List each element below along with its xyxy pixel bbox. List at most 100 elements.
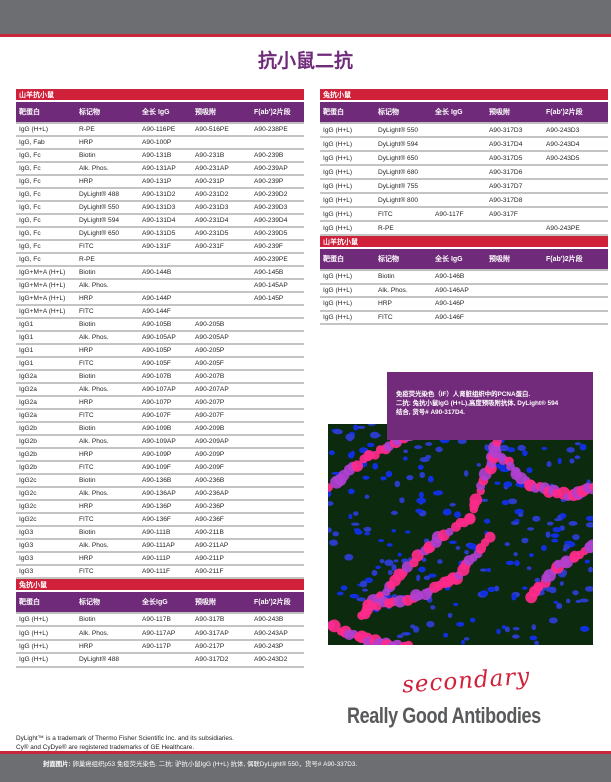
column-header: 全长 IgG	[435, 256, 463, 263]
nucleus-blue	[414, 445, 423, 450]
nucleus-blue	[517, 444, 526, 452]
nucleus-blue	[457, 438, 467, 445]
nucleus-blue	[480, 498, 489, 502]
column-header: F(ab')2片段	[254, 599, 291, 606]
table-cell: A90-111AP	[142, 542, 175, 549]
table-cell: DyLight® 488	[79, 656, 120, 664]
column-header: 靶蛋白	[323, 256, 344, 263]
table-cell: A90-109P	[142, 451, 172, 458]
table-cell: DyLight® 755	[378, 182, 419, 190]
table-cell: A90-243AP	[254, 629, 288, 637]
column-header: 全长 IgG	[142, 109, 170, 116]
table-cell: A90-207AP	[195, 386, 229, 393]
nucleus-blue	[332, 531, 340, 537]
nucleus-blue	[387, 569, 393, 576]
table-cell: A90-211B	[195, 529, 224, 536]
table-row: IgG (H+L) DyLight® 650 A90-317D5 A90-243D5	[320, 152, 608, 166]
table-cell: A90-136P	[142, 503, 172, 510]
table-cell: DyLight® 550	[79, 204, 120, 211]
table-cell: A90-131D3	[142, 204, 176, 211]
table-row: IgG (H+L) DyLight® 755 A90-317D7	[320, 180, 608, 194]
nucleus-blue	[427, 475, 434, 483]
table-row: IgG (H+L) HRP A90-146P	[320, 298, 608, 312]
nucleus-blue	[522, 586, 528, 590]
nucleus-blue	[367, 442, 375, 448]
table-cell: FITC	[79, 243, 94, 250]
nucleus-blue	[375, 565, 381, 570]
table-row: IgG2b FITC A90-109F A90-209F	[16, 462, 304, 475]
table-cell: IgG (H+L)	[323, 286, 353, 294]
table-cell: IgG3	[19, 542, 34, 549]
table-row: IgG (H+L) DyLight® 550 A90-317D3 A90-243D3	[320, 124, 608, 138]
nucleus-blue	[386, 543, 393, 547]
nucleus-blue	[328, 501, 334, 506]
table-cell: A90-231AP	[195, 165, 229, 172]
nucleus-blue	[564, 540, 574, 545]
nucleus-blue	[412, 626, 420, 633]
table-cell: IgG (H+L)	[19, 642, 49, 650]
table-row: IgG (H+L) FITC A90-146F	[320, 311, 608, 325]
nucleus-blue	[476, 463, 481, 467]
nucleus-blue	[443, 632, 449, 638]
column-header: F(ab')2片段	[546, 256, 583, 263]
section-title: 山羊抗小鼠	[320, 236, 608, 247]
table-cell: A90-317F	[489, 210, 518, 218]
caption-line: 结合, 货号# A90-317D4.	[396, 409, 465, 416]
nucleus-blue	[379, 558, 385, 564]
column-header: 预吸附	[489, 109, 510, 116]
table-cell: A90-207P	[195, 399, 225, 406]
nucleus-pink	[370, 450, 380, 460]
nucleus-blue	[449, 502, 456, 507]
table-cell: A90-105P	[142, 347, 172, 354]
table-cell: DyLight® 550	[378, 126, 419, 134]
table-cell: A90-236P	[195, 503, 225, 510]
nucleus-pink	[391, 639, 403, 645]
table-row: IgG, Fc DyLight® 594 A90-131D4 A90-231D4 A90…	[16, 215, 304, 228]
nucleus-blue	[579, 443, 587, 451]
table-cell: A90-217P	[195, 642, 225, 650]
nucleus-blue	[522, 450, 528, 457]
table-header: 靶蛋白 标记物 全长IgG 预吸附 F(ab')2片段	[16, 592, 304, 614]
table-cell: IgG2c	[19, 490, 37, 497]
table-cell: A90-231B	[195, 152, 225, 159]
table-cell: A90-231D3	[195, 204, 229, 211]
table-cell: A90-236AP	[195, 490, 229, 497]
nucleus-blue	[463, 637, 470, 641]
table-cell: A90-209F	[195, 464, 224, 471]
table-cell: A90-239AP	[254, 165, 288, 172]
table-cell: IgG (H+L)	[19, 629, 49, 637]
column-header: 预吸附	[489, 256, 510, 263]
column-header: 标记物	[378, 256, 399, 263]
table-cell: IgG, Fc	[19, 217, 41, 224]
nucleus-pink	[411, 549, 424, 562]
table-cell: A90-107P	[142, 399, 172, 406]
table-cell: IgG (H+L)	[323, 140, 353, 148]
nucleus-blue	[507, 498, 518, 505]
nucleus-blue	[419, 457, 430, 463]
nucleus-blue	[579, 598, 589, 603]
table-header: 靶蛋白 标记物 全长 IgG 预吸附 F(ab')2片段	[16, 102, 304, 124]
nucleus-blue	[511, 593, 517, 601]
nucleus-blue	[580, 625, 590, 632]
table-cell: Alk. Phos.	[79, 282, 109, 289]
table-cell: IgG (H+L)	[323, 300, 353, 308]
nucleus-blue	[534, 640, 540, 645]
table-cell: IgG1	[19, 334, 34, 341]
nucleus-blue	[455, 545, 461, 550]
column-header: 靶蛋白	[19, 109, 40, 116]
nucleus-blue	[363, 526, 372, 532]
table-cell: IgG (H+L)	[323, 168, 353, 176]
table-cell: A90-317D7	[489, 182, 523, 190]
nucleus-blue	[496, 628, 501, 635]
table-cell: Biotin	[79, 373, 96, 380]
table-cell: IgG (H+L)	[323, 126, 353, 134]
table-row: IgG, Fc FITC A90-131F A90-231F A90-239F	[16, 241, 304, 254]
table-cell: A90-205P	[195, 347, 225, 354]
table-cell: IgG1	[19, 347, 34, 354]
table-row: IgG2c HRP A90-136P A90-236P	[16, 501, 304, 514]
nucleus-blue	[464, 549, 469, 555]
nucleus-blue	[418, 566, 426, 573]
fluorescence-micrograph	[328, 424, 593, 645]
table-cell: IgG2a	[19, 412, 37, 419]
table-cell: A90-239D4	[254, 217, 288, 224]
